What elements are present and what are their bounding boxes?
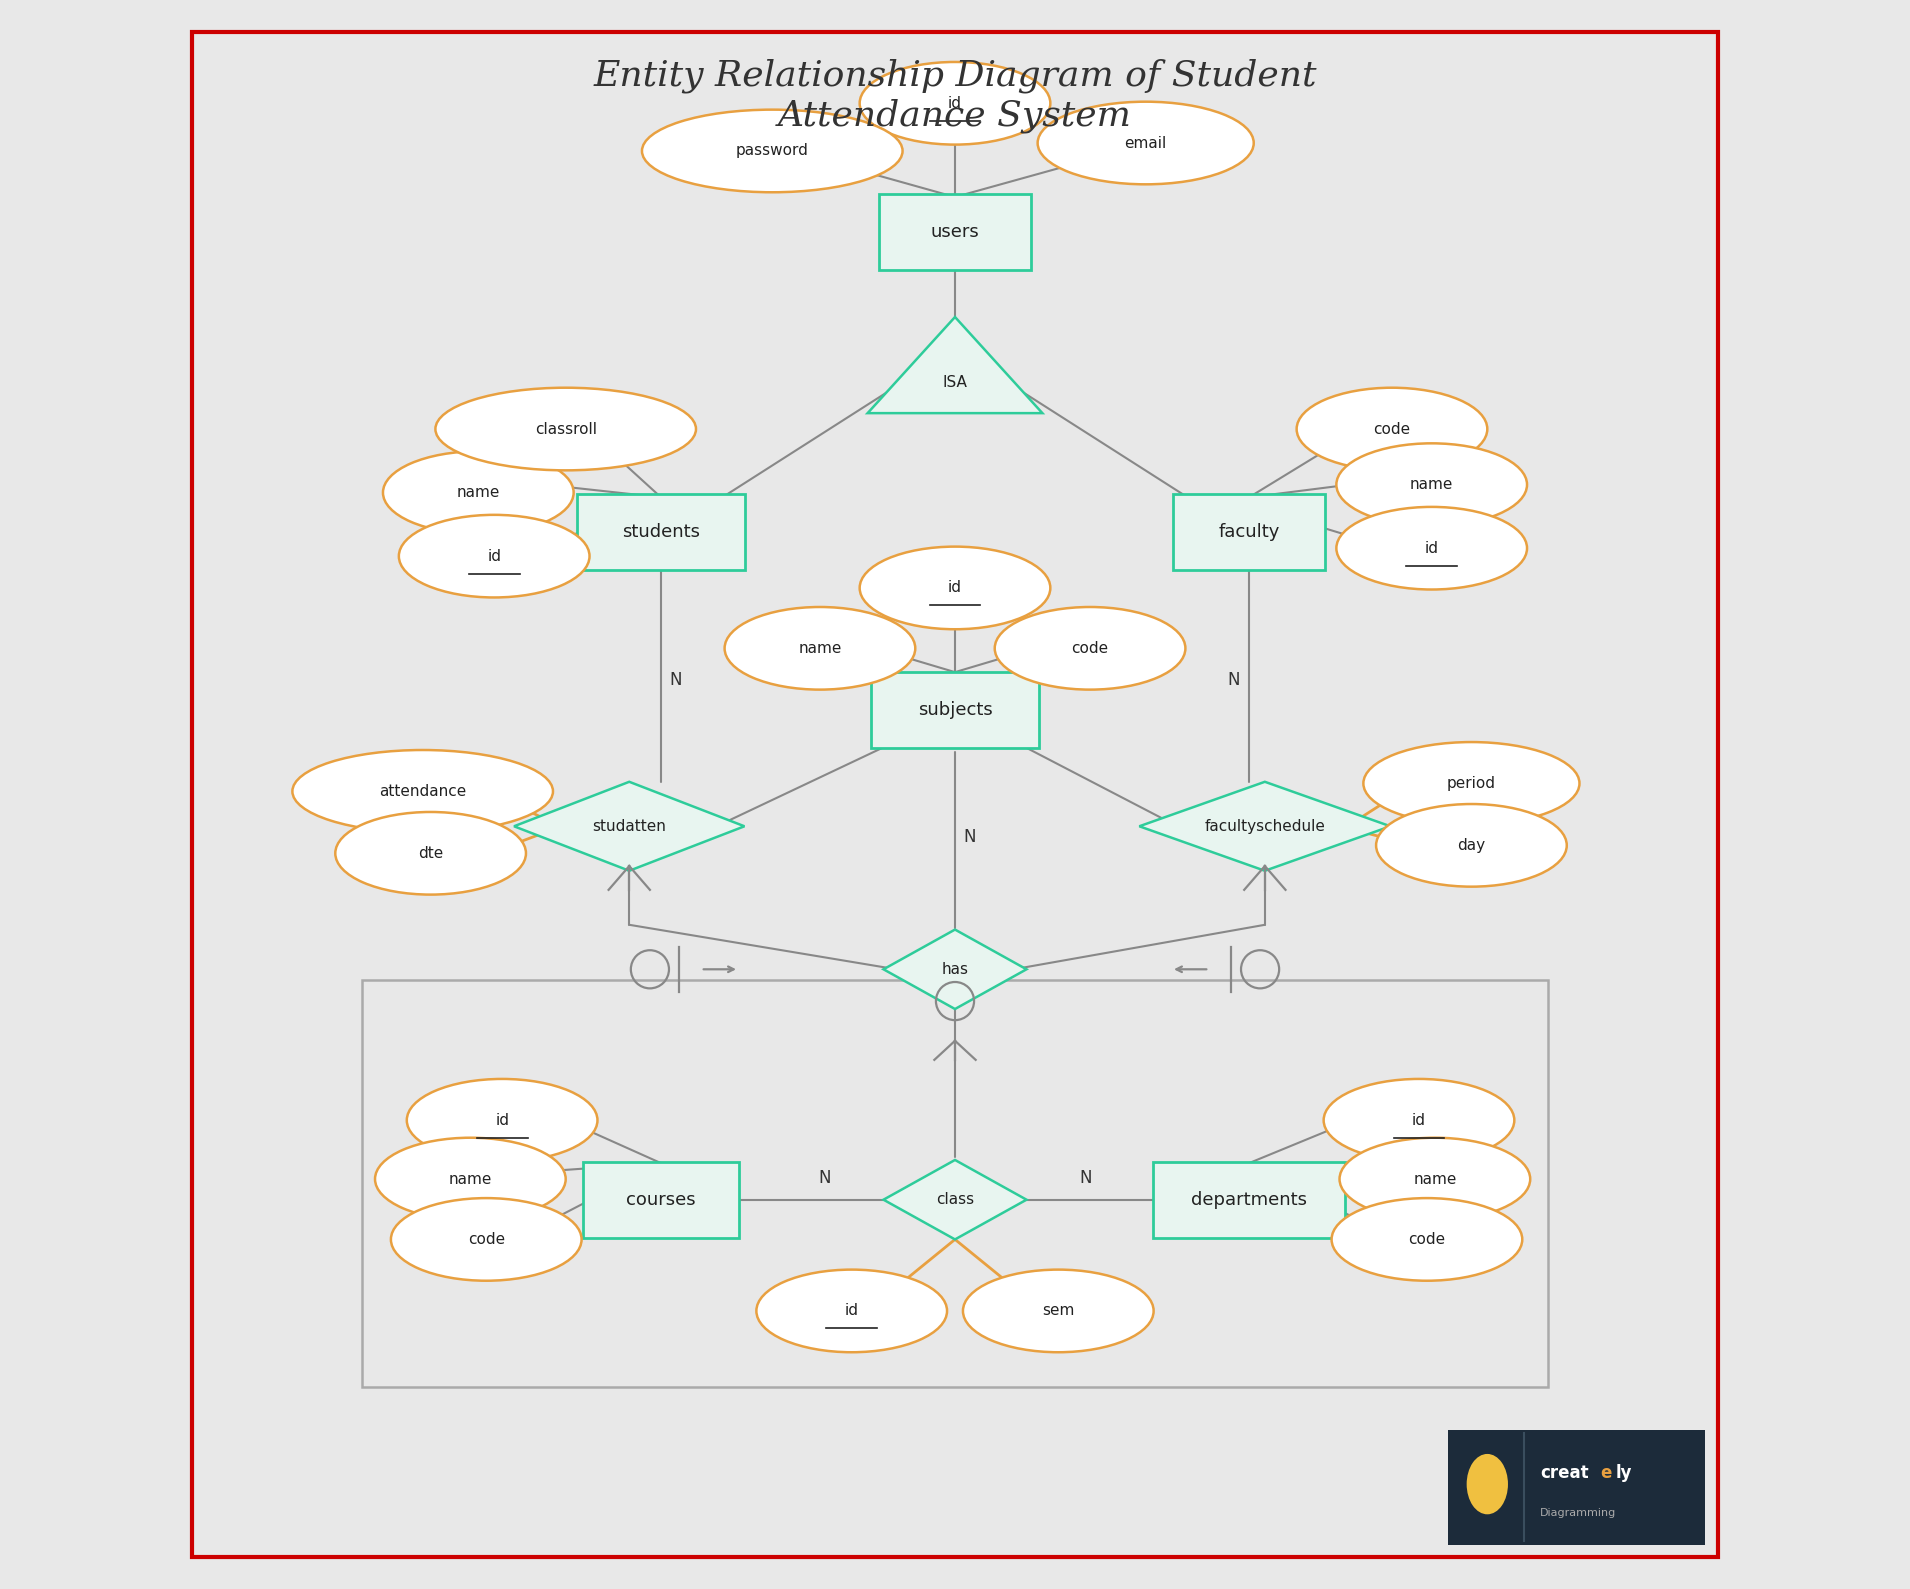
Polygon shape [1140,782,1390,871]
FancyBboxPatch shape [871,672,1039,748]
Text: name: name [456,485,500,501]
Ellipse shape [1331,1198,1522,1281]
Text: id: id [1411,1112,1427,1128]
Text: id: id [1425,540,1438,556]
Text: ly: ly [1616,1463,1633,1483]
Ellipse shape [1337,443,1526,526]
Polygon shape [884,930,1026,1009]
Ellipse shape [435,388,695,470]
Ellipse shape [384,451,573,534]
Text: id: id [947,95,963,111]
Ellipse shape [1364,742,1580,825]
Ellipse shape [407,1079,598,1162]
Ellipse shape [292,750,554,833]
FancyBboxPatch shape [1154,1162,1345,1238]
FancyBboxPatch shape [1448,1430,1706,1545]
Text: attendance: attendance [378,783,466,799]
Polygon shape [884,1160,1026,1239]
Text: dte: dte [418,845,443,861]
Ellipse shape [1297,388,1488,470]
Text: code: code [1373,421,1411,437]
FancyBboxPatch shape [879,194,1031,270]
FancyBboxPatch shape [1173,494,1326,570]
Text: departments: departments [1192,1190,1306,1209]
Text: e: e [1601,1463,1612,1483]
Text: ISA: ISA [942,375,968,389]
Text: id: id [947,580,963,596]
Ellipse shape [1375,804,1566,887]
Ellipse shape [995,607,1186,690]
Ellipse shape [1324,1079,1515,1162]
Ellipse shape [756,1270,947,1352]
Text: students: students [623,523,701,542]
Text: Entity Relationship Diagram of Student
Attendance System: Entity Relationship Diagram of Student A… [594,59,1316,132]
Text: N: N [819,1170,831,1187]
Ellipse shape [1467,1454,1509,1514]
Text: studatten: studatten [592,818,667,834]
Ellipse shape [399,515,590,597]
Text: name: name [1410,477,1454,493]
FancyBboxPatch shape [577,494,745,570]
Ellipse shape [336,812,525,895]
Text: subjects: subjects [917,701,993,720]
Ellipse shape [1337,507,1526,590]
Text: code: code [468,1231,504,1247]
Text: courses: courses [626,1190,695,1209]
Text: N: N [668,671,682,690]
Text: id: id [844,1303,860,1319]
Text: name: name [1413,1171,1457,1187]
Text: code: code [1408,1231,1446,1247]
Ellipse shape [860,547,1050,629]
Ellipse shape [1339,1138,1530,1220]
Text: sem: sem [1043,1303,1075,1319]
Text: faculty: faculty [1219,523,1280,542]
Text: email: email [1125,135,1167,151]
Text: classroll: classroll [535,421,596,437]
Text: id: id [495,1112,510,1128]
Text: N: N [1079,1170,1091,1187]
Text: N: N [1226,671,1240,690]
Ellipse shape [642,110,903,192]
Text: Diagramming: Diagramming [1539,1508,1616,1517]
Ellipse shape [724,607,915,690]
Polygon shape [867,316,1043,413]
Ellipse shape [392,1198,581,1281]
Ellipse shape [963,1270,1154,1352]
Text: N: N [963,828,976,847]
Polygon shape [514,782,745,871]
FancyBboxPatch shape [583,1162,739,1238]
Ellipse shape [1037,102,1253,184]
Text: creat: creat [1539,1463,1589,1483]
Text: users: users [930,222,980,242]
Ellipse shape [860,62,1050,145]
Text: period: period [1448,775,1496,791]
Text: id: id [487,548,500,564]
Text: has: has [942,961,968,977]
Text: class: class [936,1192,974,1208]
Text: password: password [735,143,808,159]
Text: name: name [449,1171,493,1187]
Text: day: day [1457,837,1486,853]
Text: code: code [1072,640,1108,656]
Text: name: name [798,640,842,656]
Ellipse shape [374,1138,565,1220]
Text: facultyschedule: facultyschedule [1205,818,1326,834]
